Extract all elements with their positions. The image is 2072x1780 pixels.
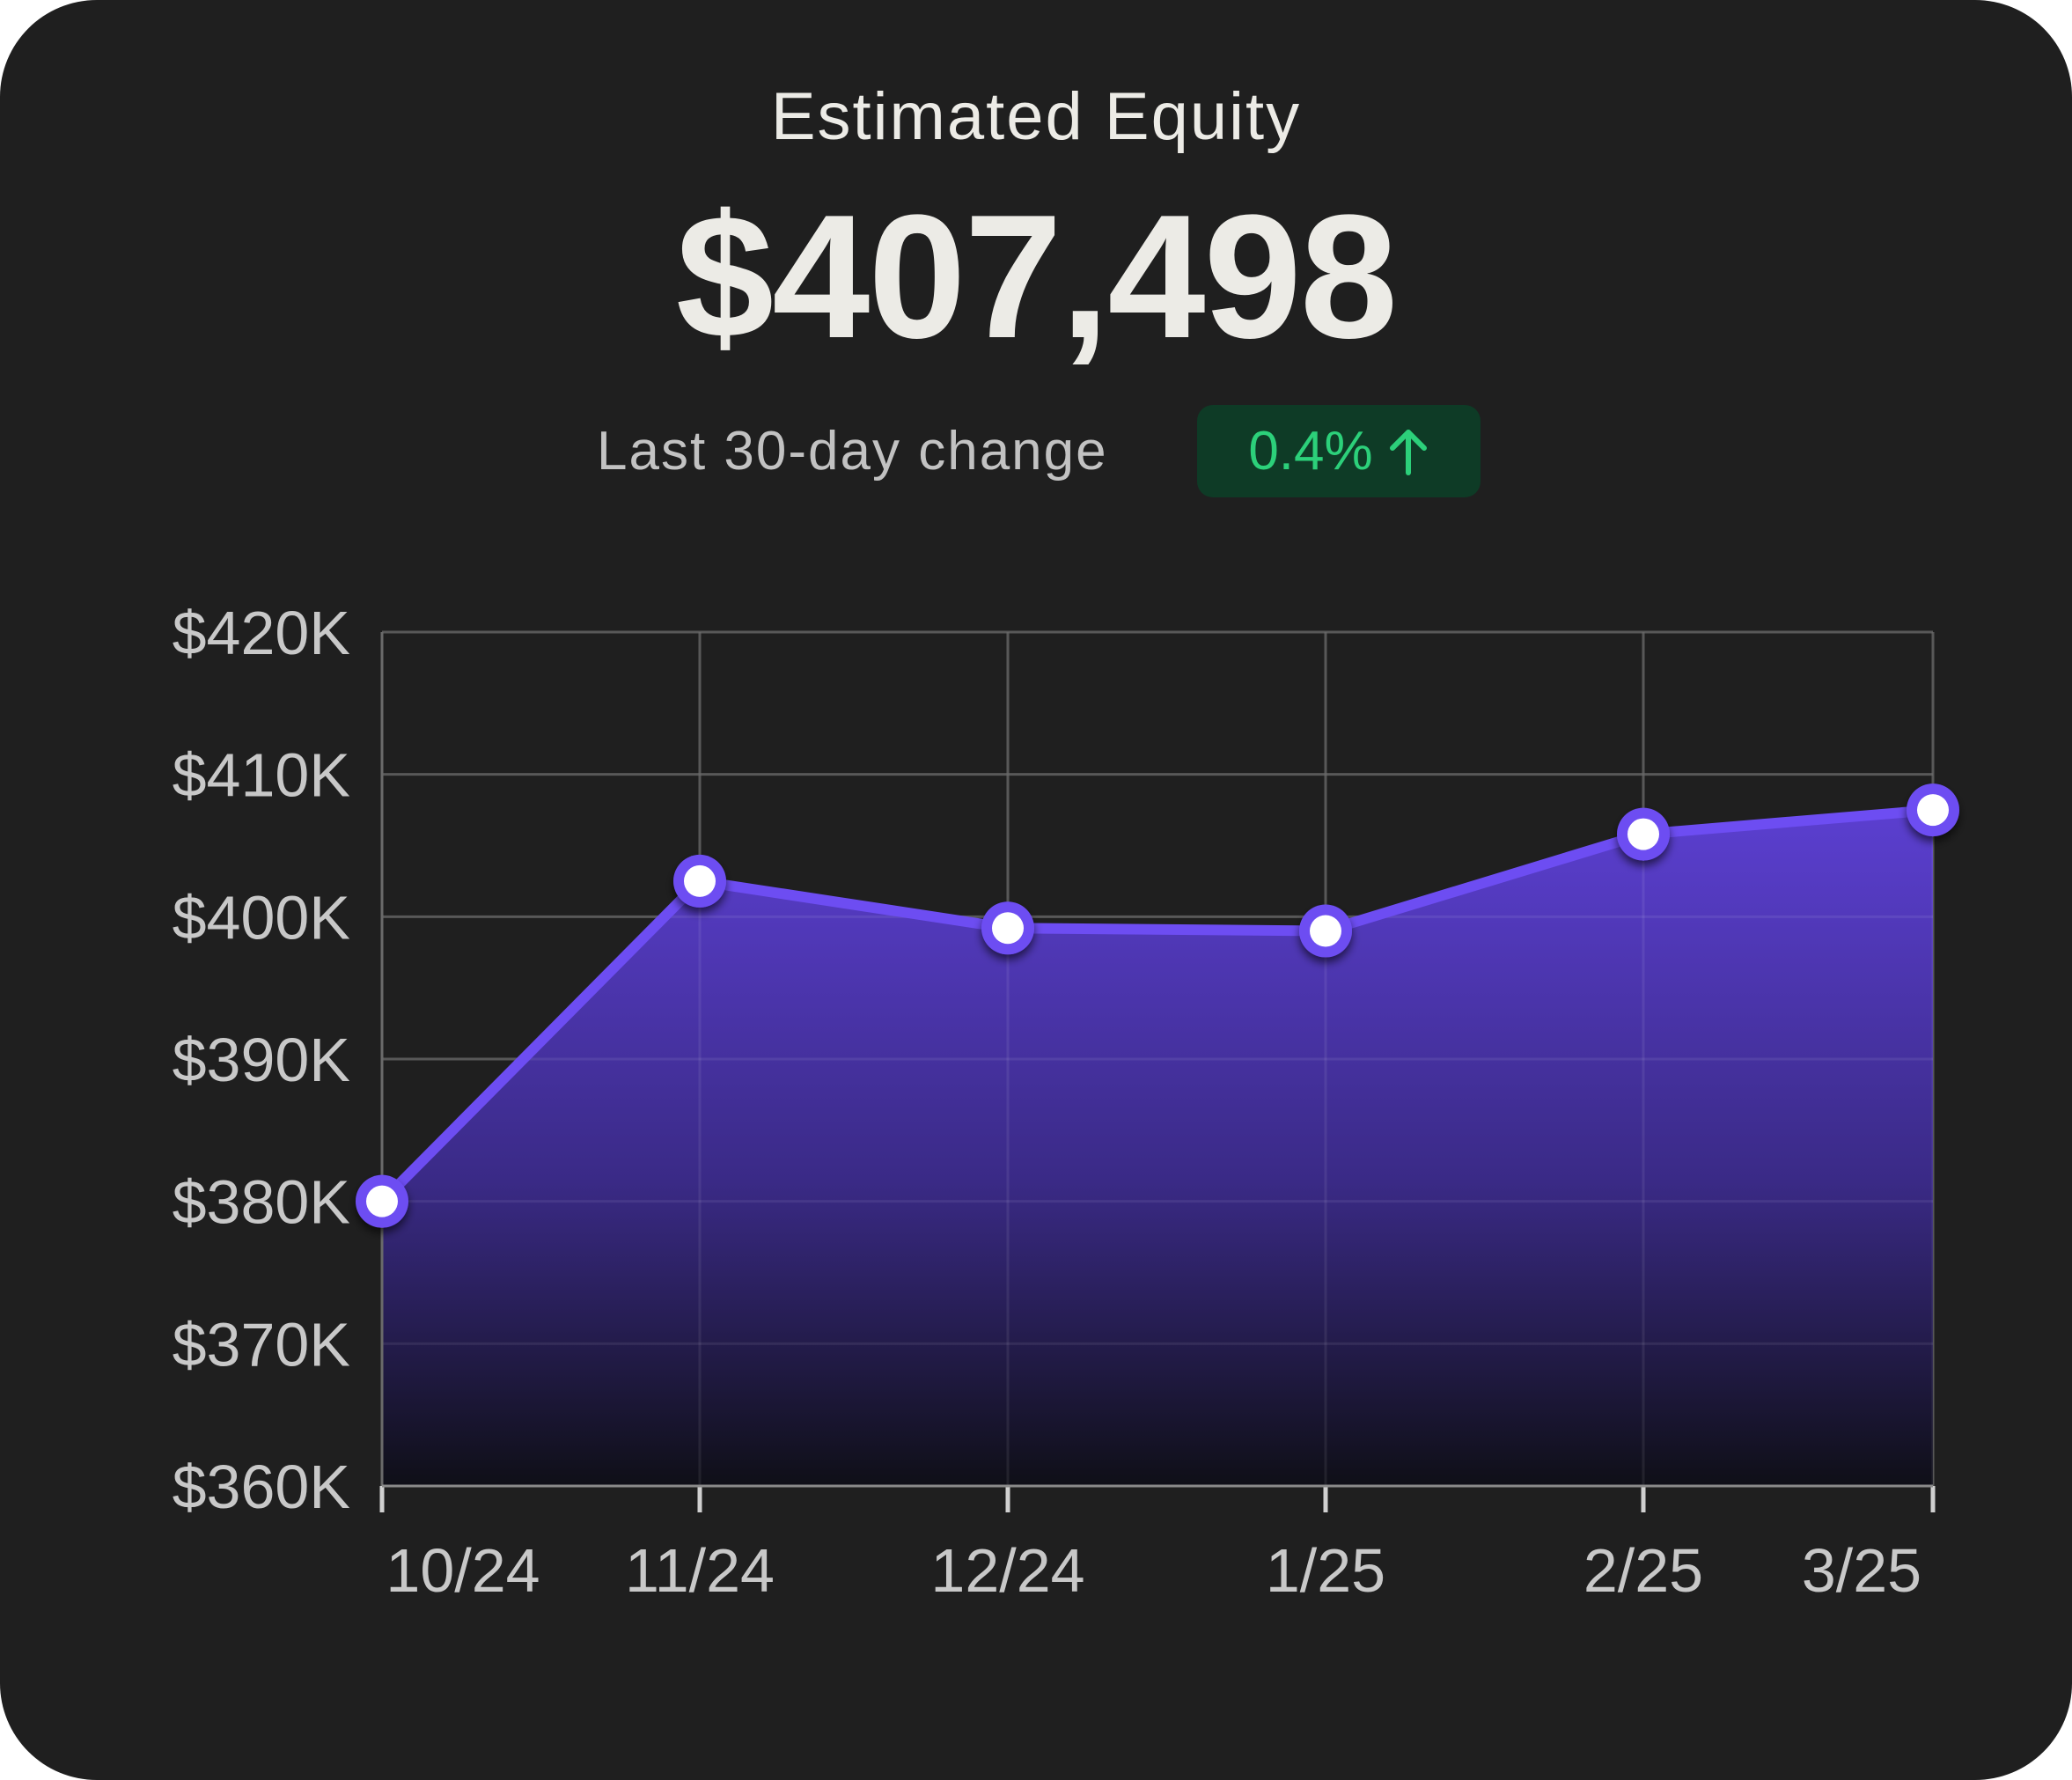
data-point[interactable] xyxy=(1299,904,1352,958)
y-tick-label: $420K xyxy=(173,599,350,667)
card-title: Estimated Equity xyxy=(770,79,1302,154)
y-tick-label: $390K xyxy=(173,1026,350,1094)
x-tick-label: 2/25 xyxy=(1583,1536,1703,1605)
data-point[interactable] xyxy=(1617,807,1670,861)
x-tick-label: 1/25 xyxy=(1266,1536,1385,1605)
equity-amount: $407,498 xyxy=(675,179,1398,375)
y-tick-label: $360K xyxy=(173,1453,350,1521)
series-area xyxy=(382,810,1933,1486)
series-line xyxy=(377,805,1938,1207)
data-point[interactable] xyxy=(356,1174,408,1228)
y-tick-label: $410K xyxy=(173,741,350,810)
x-tick-label: 3/25 xyxy=(1802,1536,1921,1605)
x-tick-label: 11/24 xyxy=(625,1536,775,1605)
arrow-up-icon xyxy=(1387,427,1429,476)
change-label: Last 30-day change xyxy=(597,421,1108,482)
data-point[interactable] xyxy=(981,901,1034,955)
y-tick-label: $380K xyxy=(173,1168,350,1237)
x-tick-label: 12/24 xyxy=(930,1536,1084,1605)
data-point[interactable] xyxy=(1907,783,1959,837)
change-value: 0.4% xyxy=(1248,420,1373,482)
change-badge: 0.4% xyxy=(1197,405,1481,497)
data-point[interactable] xyxy=(673,854,726,908)
y-tick-label: $400K xyxy=(173,883,350,952)
x-tick-label: 10/24 xyxy=(386,1536,540,1605)
y-tick-label: $370K xyxy=(173,1310,350,1379)
